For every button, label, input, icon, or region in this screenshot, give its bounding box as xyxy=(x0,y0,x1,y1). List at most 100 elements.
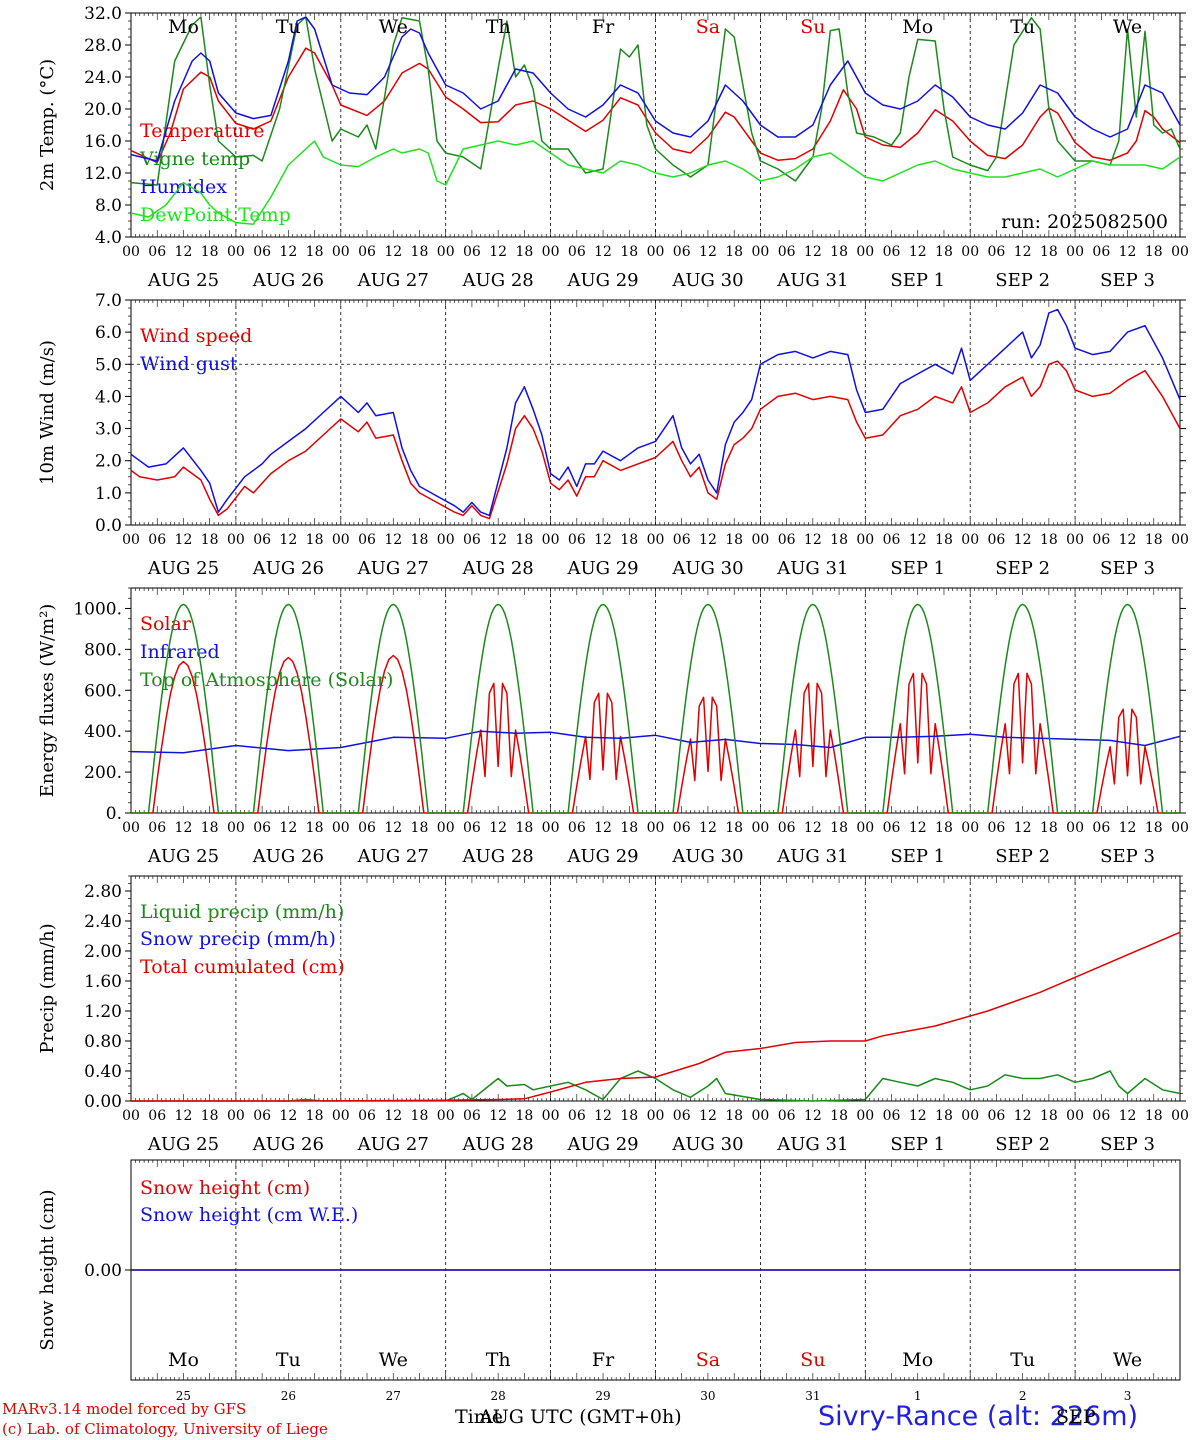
x-hour-label: 06 xyxy=(778,244,796,260)
legend-energy-0: Solar xyxy=(140,613,192,635)
legend-temp-2: Humidex xyxy=(140,176,227,198)
x-hour-label: 06 xyxy=(463,820,481,836)
series-line-temp-1 xyxy=(130,16,1181,186)
x-hour-label: 18 xyxy=(411,244,429,260)
x-hour-label: 06 xyxy=(673,244,691,260)
x-hour-label: 12 xyxy=(1014,532,1032,548)
y-tick-label: 28.0 xyxy=(84,36,122,56)
x-hour-label: 06 xyxy=(358,532,376,548)
x-hour-label: 18 xyxy=(1145,820,1163,836)
day-number: 30 xyxy=(700,1389,715,1403)
x-hour-label: 12 xyxy=(1014,820,1032,836)
x-hour-label: 12 xyxy=(384,820,402,836)
x-hour-label: 12 xyxy=(909,532,927,548)
x-date-label: AUG 26 xyxy=(252,1134,324,1155)
x-hour-label: 12 xyxy=(175,820,193,836)
x-hour-label: 00 xyxy=(542,1108,560,1124)
y-axis-label-snow: Snow height (cm) xyxy=(37,1189,58,1350)
x-date-label: SEP 2 xyxy=(995,1134,1050,1155)
x-hour-label: 06 xyxy=(673,532,691,548)
y-tick-label: 0.40 xyxy=(84,1062,122,1082)
x-hour-label: 00 xyxy=(227,1108,245,1124)
x-hour-label: 00 xyxy=(437,1108,455,1124)
x-hour-label: 12 xyxy=(489,244,507,260)
y-tick-label: 3.0 xyxy=(95,420,122,440)
x-hour-label: 12 xyxy=(909,1108,927,1124)
x-hour-label: 12 xyxy=(594,244,612,260)
y-tick-label: 1000. xyxy=(73,599,122,619)
y-tick-label: 1.20 xyxy=(84,1002,122,1022)
x-hour-label: 00 xyxy=(647,1108,665,1124)
x-hour-label: 18 xyxy=(1145,532,1163,548)
x-hour-label: 00 xyxy=(856,532,874,548)
x-hour-label: 00 xyxy=(856,1108,874,1124)
day-number: 31 xyxy=(805,1389,820,1403)
x-hour-label: 06 xyxy=(883,1108,901,1124)
x-hour-label: 12 xyxy=(384,532,402,548)
x-hour-label: 12 xyxy=(279,820,297,836)
run-label: run: 2025082500 xyxy=(1001,211,1168,233)
legend-wind-1: Wind gust xyxy=(140,353,238,375)
y-tick-label: 0.80 xyxy=(84,1032,122,1052)
legend-snow-1: Snow height (cm W.E.) xyxy=(140,1204,358,1226)
day-number: 25 xyxy=(176,1389,191,1403)
legend-temp-1: Vigne temp xyxy=(139,148,250,170)
x-hour-label: 06 xyxy=(148,532,166,548)
y-tick-label: 0. xyxy=(106,804,122,824)
series-line-wind-0 xyxy=(130,360,1181,520)
x-hour-label: 12 xyxy=(1119,1108,1137,1124)
x-date-label: AUG 27 xyxy=(357,846,429,867)
x-date-label: AUG 31 xyxy=(776,846,848,867)
x-hour-label: 12 xyxy=(699,820,717,836)
x-hour-label: 00 xyxy=(1171,244,1189,260)
x-hour-label: 00 xyxy=(122,532,140,548)
x-hour-label: 12 xyxy=(594,1108,612,1124)
x-hour-label: 00 xyxy=(227,532,245,548)
x-hour-label: 12 xyxy=(594,820,612,836)
x-hour-label: 18 xyxy=(306,1108,324,1124)
x-hour-label: 12 xyxy=(594,532,612,548)
x-hour-label: 00 xyxy=(122,244,140,260)
day-name-bottom: Fr xyxy=(592,1349,615,1371)
x-hour-label: 18 xyxy=(830,532,848,548)
footer-time-axis: Time AUG UTC (GMT+0h) xyxy=(455,1406,682,1428)
x-hour-label: 06 xyxy=(148,244,166,260)
day-name-top: Fr xyxy=(592,16,615,38)
panel-frame-energy xyxy=(130,587,1181,814)
day-name-bottom: Mo xyxy=(902,1349,933,1371)
x-hour-label: 00 xyxy=(122,1108,140,1124)
x-hour-label: 00 xyxy=(332,532,350,548)
x-hour-label: 12 xyxy=(1119,532,1137,548)
legend-precip-2: Total cumulated (cm) xyxy=(140,956,345,978)
y-tick-label: 5.0 xyxy=(95,355,122,375)
x-hour-label: 00 xyxy=(332,244,350,260)
day-number: 26 xyxy=(281,1389,296,1403)
day-name-top: Su xyxy=(800,16,825,38)
x-hour-label: 06 xyxy=(673,820,691,836)
x-hour-label: 06 xyxy=(1092,1108,1110,1124)
series-line-temp-3 xyxy=(130,140,1181,225)
x-hour-label: 06 xyxy=(463,244,481,260)
x-date-label: AUG 26 xyxy=(252,270,324,291)
x-hour-label: 18 xyxy=(306,820,324,836)
x-date-label: AUG 25 xyxy=(147,846,219,867)
series-line-temp-0 xyxy=(130,47,1181,164)
x-hour-label: 12 xyxy=(699,244,717,260)
x-hour-label: 00 xyxy=(961,532,979,548)
day-name-bottom: Sa xyxy=(696,1349,720,1371)
x-hour-label: 18 xyxy=(935,244,953,260)
x-hour-label: 18 xyxy=(620,1108,638,1124)
x-hour-label: 18 xyxy=(411,532,429,548)
x-hour-label: 18 xyxy=(411,1108,429,1124)
x-hour-label: 18 xyxy=(1040,1108,1058,1124)
x-hour-label: 12 xyxy=(279,532,297,548)
x-hour-label: 06 xyxy=(148,820,166,836)
x-hour-label: 06 xyxy=(778,1108,796,1124)
y-axis-label-precip: Precip (mm/h) xyxy=(37,923,58,1053)
y-tick-label: 4.0 xyxy=(95,228,122,248)
footer-month-end: SEP xyxy=(1056,1406,1096,1428)
x-hour-label: 12 xyxy=(489,1108,507,1124)
x-hour-label: 18 xyxy=(1145,1108,1163,1124)
y-tick-label: 12.0 xyxy=(84,164,122,184)
